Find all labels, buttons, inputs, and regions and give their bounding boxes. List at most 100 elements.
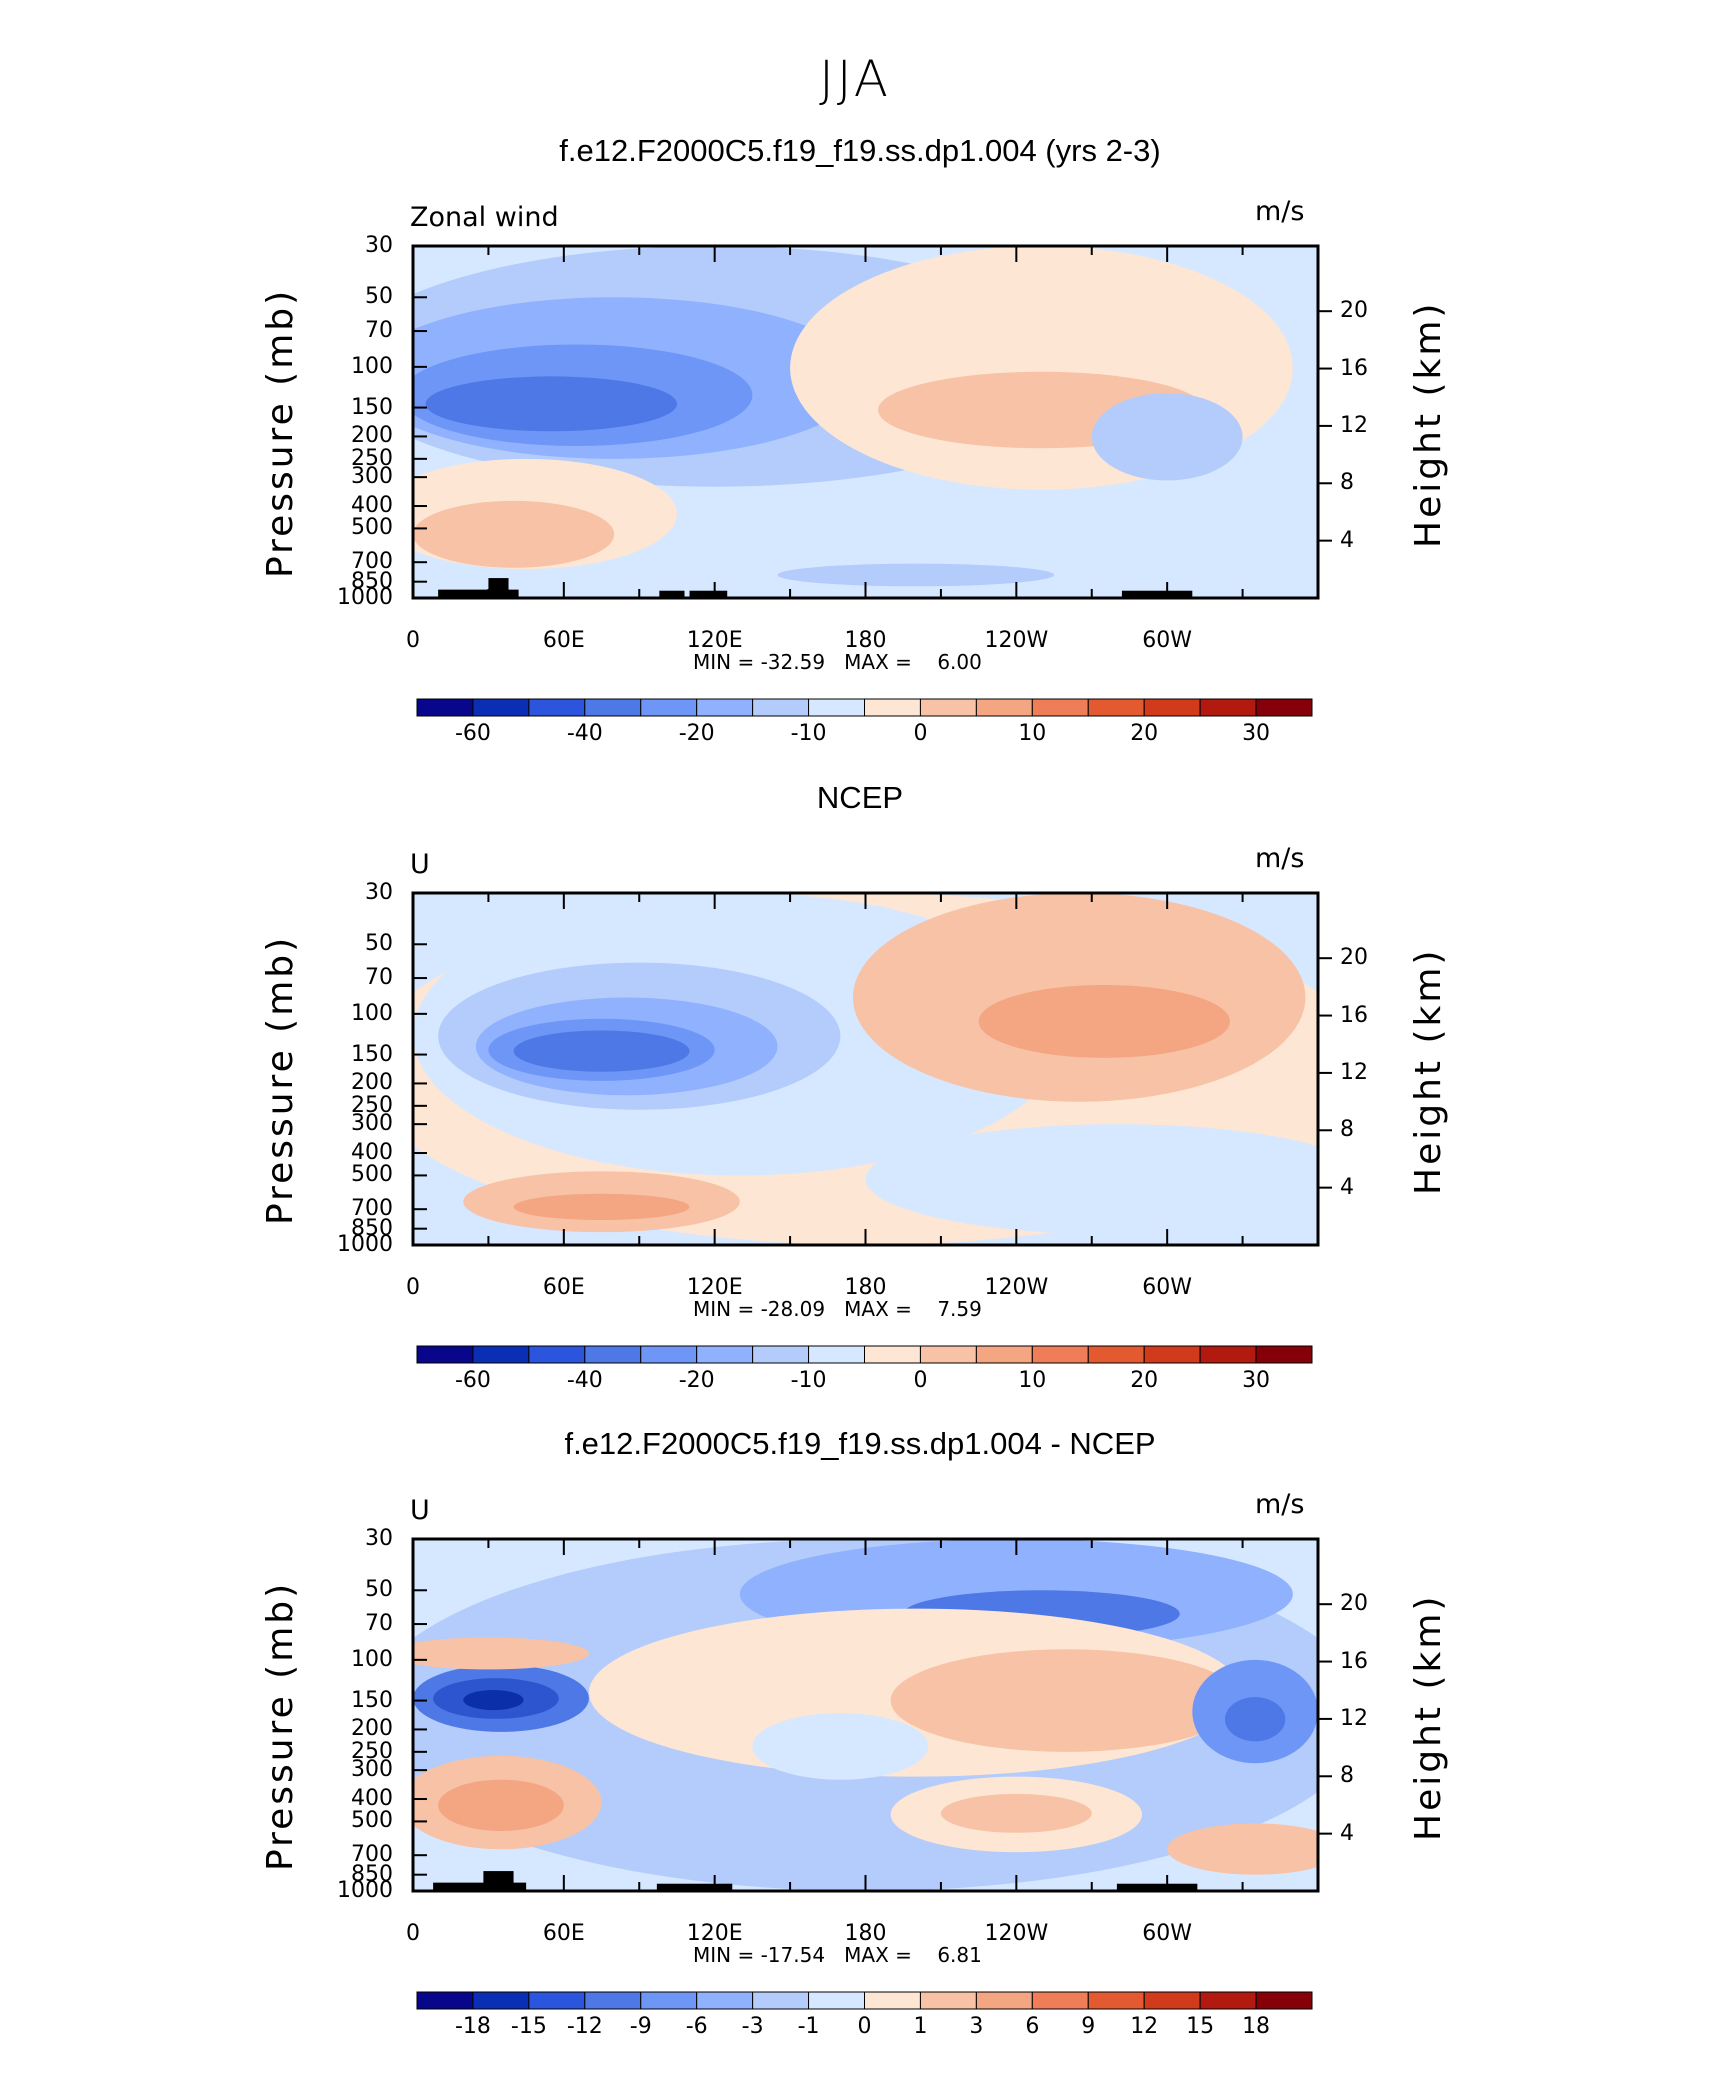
- colorbar-label: -6: [685, 2014, 708, 2039]
- y-tick-label: 400: [351, 493, 393, 519]
- height-tick-label: 12: [1340, 1705, 1368, 1731]
- y-tick-label: 70: [365, 318, 393, 344]
- colorbar-swatch: [1255, 698, 1313, 717]
- contour-region: [413, 500, 615, 568]
- x-tick-label: 60E: [542, 628, 585, 653]
- y-tick-label: 50: [365, 284, 393, 310]
- colorbar-label: -40: [566, 1368, 603, 1393]
- colorbar-swatch: [528, 1991, 586, 2010]
- contour-region: [413, 893, 891, 927]
- colorbar-swatch: [416, 1991, 474, 2010]
- x-tick-label: 180: [844, 628, 887, 653]
- contour-region: [978, 984, 1231, 1058]
- colorbar-swatch: [472, 1991, 530, 2010]
- topography-mask: [433, 1882, 527, 1891]
- colorbar-swatch: [1087, 698, 1145, 717]
- colorbar-swatch: [1087, 1345, 1145, 1364]
- colorbar-swatch: [584, 698, 642, 717]
- topography-mask: [659, 590, 685, 598]
- x-tick-label: 180: [844, 1921, 887, 1946]
- colorbar-swatch: [416, 1345, 474, 1364]
- y-tick-label: 400: [351, 1140, 393, 1166]
- colorbar-swatch: [808, 698, 865, 717]
- y-tick-label: 400: [351, 1786, 393, 1812]
- colorbar-label: 3: [969, 2014, 984, 2039]
- colorbar-swatch: [919, 1345, 977, 1364]
- topography-mask: [1121, 590, 1193, 598]
- colorbar-swatch: [1199, 698, 1257, 717]
- y-tick-label: 700: [351, 1842, 393, 1868]
- colorbar-label: 30: [1242, 1368, 1271, 1393]
- height-tick-label: 4: [1340, 1820, 1354, 1846]
- x-tick-label: 60W: [1142, 628, 1193, 653]
- contour-plot: [411, 891, 1332, 1247]
- y-tick-label: 1000: [337, 1878, 393, 1903]
- y-tick-label: 700: [351, 549, 393, 575]
- x-tick-label: 0: [406, 628, 420, 653]
- contour-region: [890, 1649, 1243, 1752]
- y-tick-label: 300: [351, 464, 393, 490]
- colorbar-swatch: [975, 1345, 1033, 1364]
- x-tick-label: 120E: [686, 1275, 743, 1300]
- colorbar-label: -60: [454, 1368, 491, 1393]
- colorbar-label: 15: [1186, 2014, 1215, 2039]
- contour-region: [425, 376, 677, 432]
- colorbar-swatch: [1031, 698, 1089, 717]
- contour-plot: [411, 244, 1332, 600]
- y-axis-title: Pressure (mb): [260, 287, 301, 578]
- y-axis-title-right: Height (km): [1408, 1593, 1449, 1841]
- y-tick-label: 1000: [337, 585, 393, 610]
- y-tick-label: 300: [351, 1757, 393, 1783]
- colorbar-swatch: [696, 698, 754, 717]
- colorbar-swatch: [1143, 698, 1201, 717]
- colorbar-label: 10: [1018, 721, 1047, 746]
- colorbar-swatch: [640, 1345, 698, 1364]
- topography-mask: [1116, 1883, 1198, 1891]
- height-tick-label: 8: [1340, 1763, 1354, 1789]
- contour-region: [513, 1193, 690, 1221]
- panel-title: NCEP: [816, 780, 904, 815]
- contour-plot: [411, 1537, 1332, 1893]
- colorbar-label: -1: [797, 2014, 820, 2039]
- colorbar-label: 0: [913, 721, 928, 746]
- colorbar-swatch: [528, 1345, 586, 1364]
- colorbar-label: 18: [1242, 2014, 1271, 2039]
- colorbar-swatch: [696, 1345, 754, 1364]
- colorbar-swatch: [808, 1991, 865, 2010]
- colorbar-swatch: [1199, 1345, 1257, 1364]
- colorbar: [416, 698, 1313, 717]
- contour-region: [463, 1689, 524, 1711]
- colorbar-swatch: [1143, 1345, 1201, 1364]
- x-tick-label: 120E: [686, 1921, 743, 1946]
- colorbar-label: 9: [1081, 2014, 1096, 2039]
- colorbar-label: 1: [913, 2014, 928, 2039]
- y-tick-label: 250: [351, 445, 393, 471]
- panel-variable-label: Zonal wind: [410, 202, 559, 233]
- colorbar-swatch: [1199, 1991, 1257, 2010]
- y-tick-label: 250: [351, 1738, 393, 1764]
- y-tick-label: 50: [365, 1577, 393, 1603]
- x-tick-label: 120W: [984, 628, 1049, 653]
- topography-mask: [488, 578, 509, 598]
- min-max-stats: MIN = -17.54 MAX = 6.81: [693, 1943, 982, 1967]
- contour-region: [413, 1637, 589, 1670]
- y-tick-label: 200: [351, 1070, 393, 1096]
- colorbar-label: 20: [1130, 721, 1159, 746]
- y-tick-label: 200: [351, 1716, 393, 1742]
- y-tick-label: 1000: [337, 1232, 393, 1257]
- colorbar-label: -10: [790, 721, 827, 746]
- panel-title: f.e12.F2000C5.f19_f19.ss.dp1.004 - NCEP: [564, 1426, 1156, 1461]
- colorbar-label: 20: [1130, 1368, 1159, 1393]
- colorbar-swatch: [472, 698, 530, 717]
- topography-mask: [438, 589, 519, 598]
- colorbar-swatch: [472, 1345, 530, 1364]
- colorbar-label: -15: [510, 2014, 547, 2039]
- x-tick-label: 60E: [542, 1275, 585, 1300]
- colorbar-label: -20: [678, 721, 715, 746]
- height-tick-label: 20: [1340, 298, 1368, 324]
- colorbar-swatch: [640, 1991, 698, 2010]
- topography-mask: [483, 1871, 514, 1891]
- min-max-stats: MIN = -32.59 MAX = 6.00: [693, 650, 982, 674]
- y-tick-label: 30: [365, 880, 393, 905]
- x-tick-label: 0: [406, 1921, 420, 1946]
